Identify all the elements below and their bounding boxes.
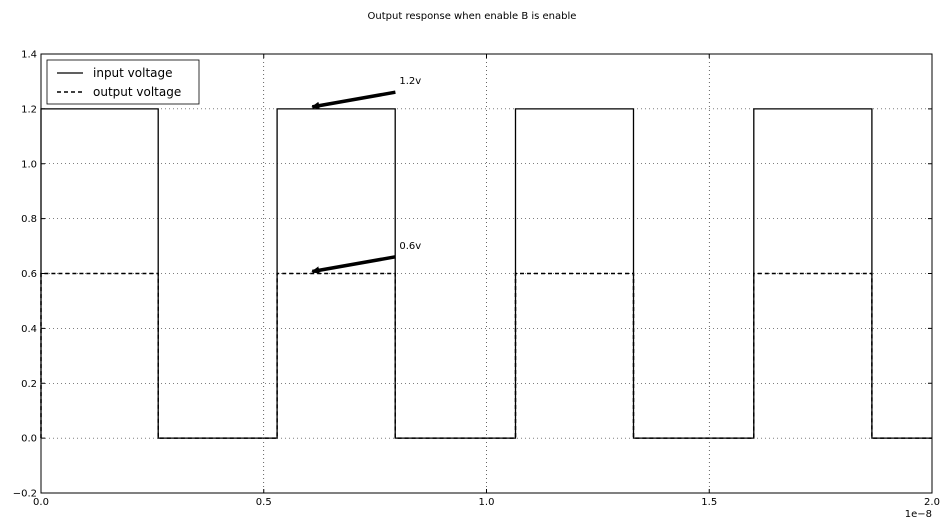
y-tick-label: 1.4 bbox=[21, 50, 37, 61]
chart-title: Output response when enable B is enable bbox=[368, 11, 577, 22]
y-tick-label: 0.0 bbox=[21, 434, 37, 445]
plot-frame bbox=[40, 53, 933, 494]
y-tick-label: 0.8 bbox=[21, 214, 37, 225]
y-tick-label: 0.6 bbox=[21, 269, 37, 280]
legend-entry: output voltage bbox=[93, 85, 181, 99]
annotation-arrow bbox=[311, 90, 396, 110]
x-axis-exponent-label: 1e−8 bbox=[905, 509, 932, 520]
y-tick-label: 1.0 bbox=[21, 159, 37, 170]
axis-ticks: 0.0 0.5 1.0 1.5 2.0−0.20.00.20.40.60.81.01.2… bbox=[13, 50, 940, 509]
x-tick-label: 2.0 bbox=[924, 497, 940, 508]
series-layer bbox=[40, 108, 932, 439]
annotation-label: 1.2v bbox=[399, 76, 421, 87]
x-tick-label: 1.5 bbox=[701, 497, 717, 508]
x-tick-label: 0.5 bbox=[256, 497, 272, 508]
y-tick-label: −0.2 bbox=[13, 489, 37, 500]
legend-box bbox=[46, 59, 200, 105]
annotation-label: 0.6v bbox=[399, 241, 421, 252]
y-tick-label: 1.2 bbox=[21, 104, 37, 115]
x-tick-label: 0.0 bbox=[33, 497, 49, 508]
x-tick-label: 1.0 bbox=[479, 497, 495, 508]
y-tick-label: 0.2 bbox=[21, 379, 37, 390]
annotations: 1.2v 0.6v bbox=[311, 76, 421, 275]
series-output-voltage bbox=[40, 272, 932, 439]
legend-entry: input voltage bbox=[93, 66, 173, 80]
annotation-arrow bbox=[311, 255, 396, 275]
grid-lines bbox=[41, 54, 932, 493]
y-tick-label: 0.4 bbox=[21, 324, 37, 335]
legend: input voltage output voltage bbox=[46, 59, 200, 105]
